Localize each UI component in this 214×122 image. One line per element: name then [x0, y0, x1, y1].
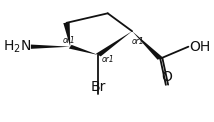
- Text: or1: or1: [63, 36, 75, 45]
- Polygon shape: [69, 45, 98, 55]
- Polygon shape: [63, 23, 70, 47]
- Text: OH: OH: [189, 40, 211, 54]
- Text: Br: Br: [91, 80, 106, 94]
- Text: O: O: [161, 70, 172, 84]
- Polygon shape: [31, 45, 70, 49]
- Polygon shape: [132, 31, 163, 60]
- Text: or1: or1: [131, 37, 144, 46]
- Text: or1: or1: [101, 55, 114, 64]
- Text: $\mathregular{H_2N}$: $\mathregular{H_2N}$: [3, 39, 31, 55]
- Polygon shape: [96, 31, 132, 56]
